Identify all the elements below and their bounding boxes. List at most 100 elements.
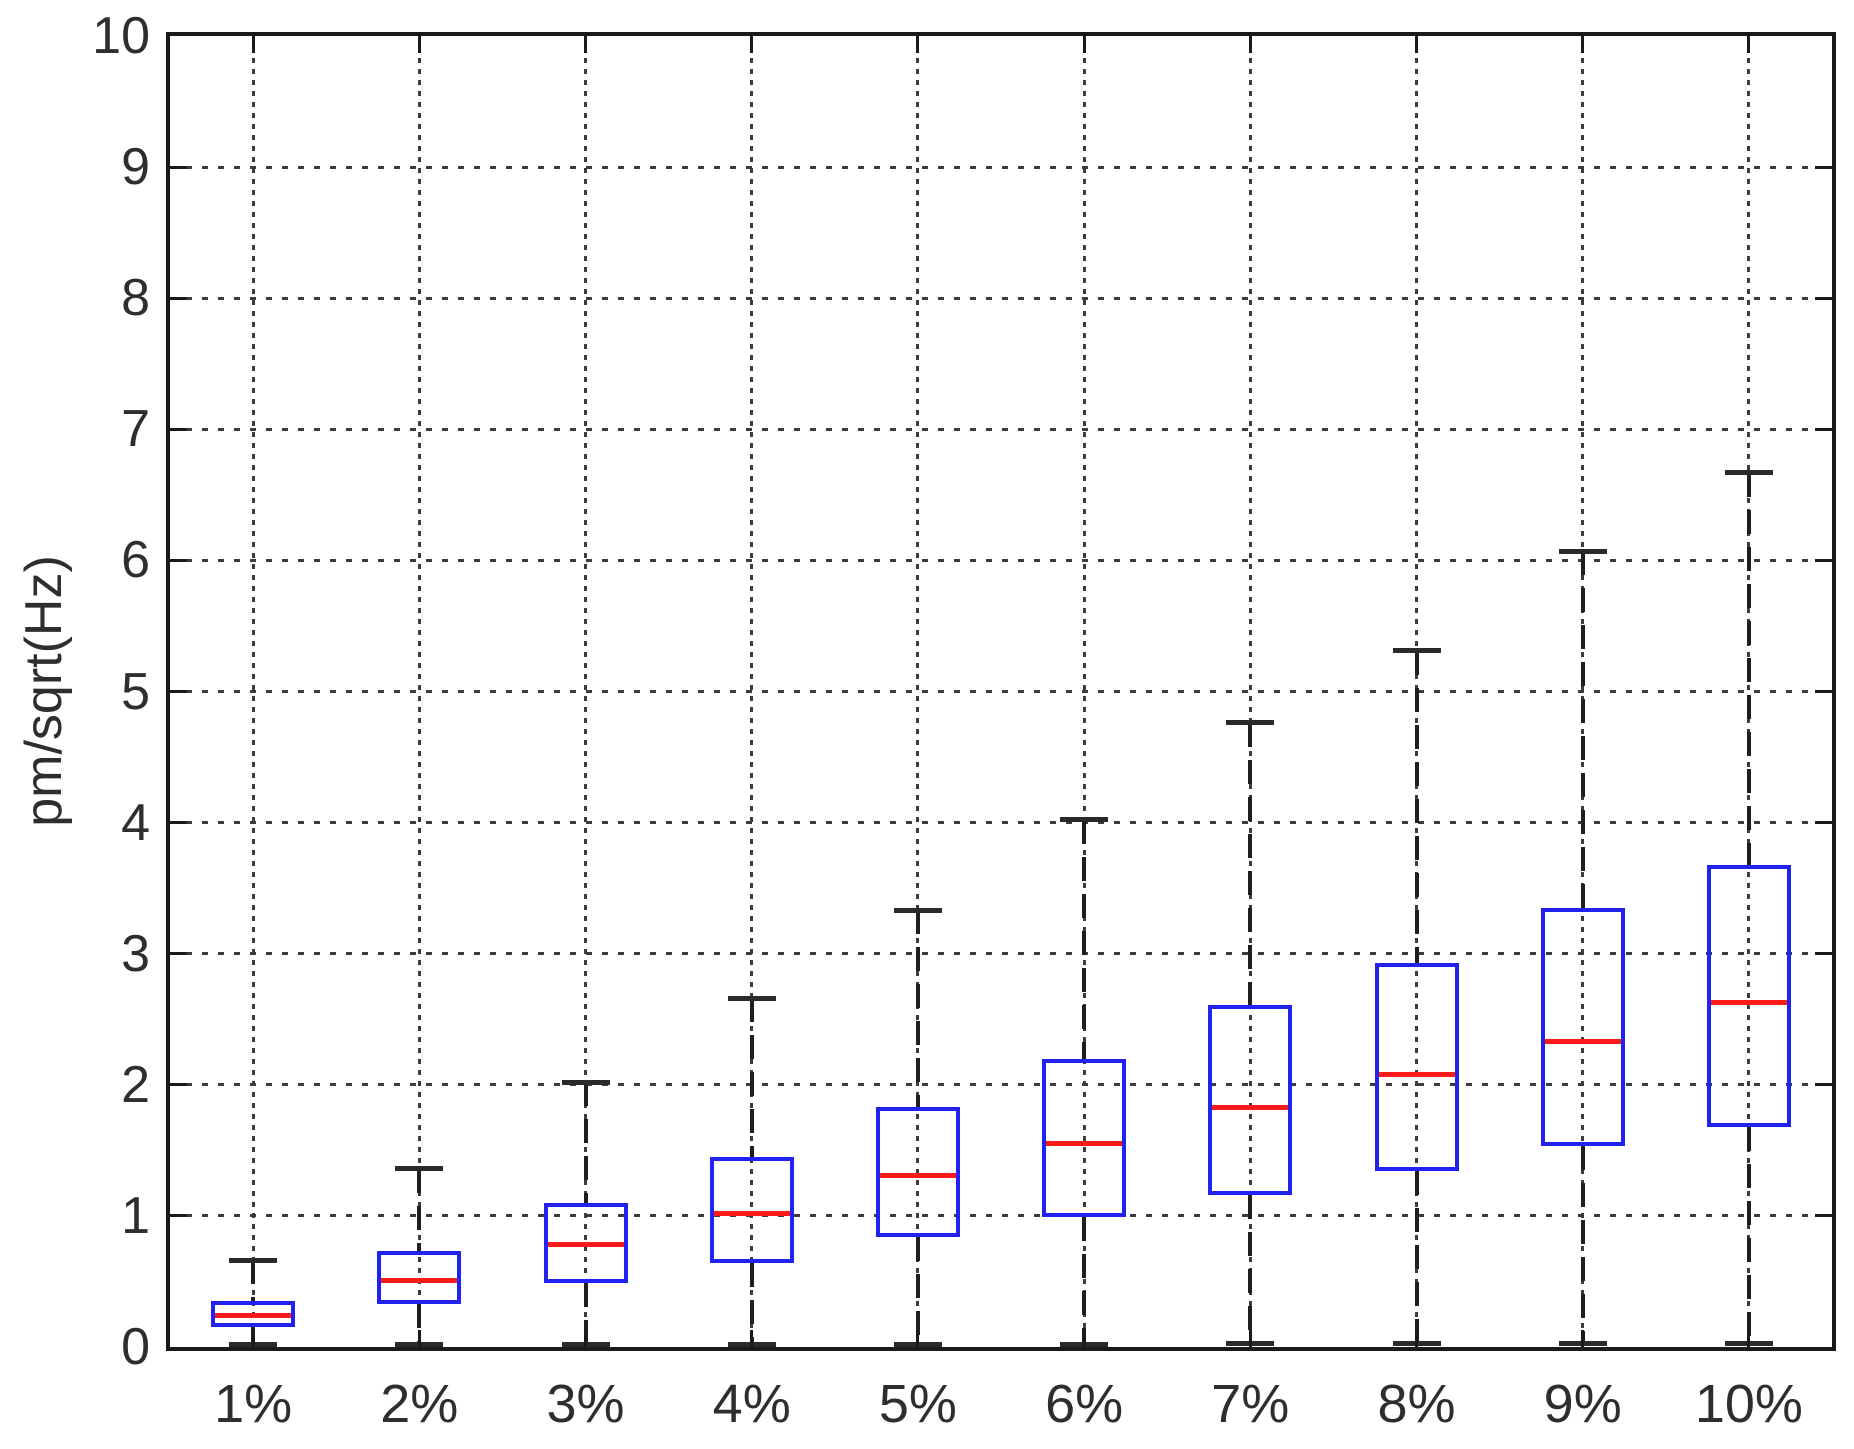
y-tick-left — [170, 296, 187, 300]
y-tick-left — [170, 821, 187, 825]
upper-whisker — [1082, 819, 1087, 1059]
y-tick-label: 7 — [121, 400, 150, 459]
x-tick-label: 4% — [712, 1374, 791, 1434]
x-tick-label: 8% — [1377, 1374, 1456, 1434]
x-tick-top — [251, 36, 255, 53]
x-tick-label: 9% — [1543, 1374, 1622, 1434]
median-line — [381, 1277, 458, 1283]
median-line — [1710, 999, 1787, 1005]
x-tick-top — [916, 36, 920, 53]
upper-whisker — [1414, 650, 1419, 963]
horizontal-gridline — [170, 296, 1832, 300]
upper-whisker — [1248, 722, 1253, 1005]
y-tick-left — [170, 1214, 187, 1218]
y-tick-label: 8 — [121, 269, 150, 328]
y-tick-right — [1815, 427, 1832, 431]
x-tick-bottom — [1082, 1330, 1086, 1347]
y-tick-right — [1815, 821, 1832, 825]
lower-whisker — [417, 1303, 422, 1345]
lower-whisker — [1248, 1194, 1253, 1344]
x-tick-top — [1581, 36, 1585, 53]
vertical-gridline — [1082, 36, 1086, 1347]
y-tick-left — [170, 165, 187, 169]
x-tick-bottom — [916, 1330, 920, 1347]
lower-whisker — [1746, 1126, 1751, 1344]
y-tick-label: 9 — [121, 138, 150, 197]
x-tick-label: 6% — [1045, 1374, 1124, 1434]
vertical-gridline — [750, 36, 754, 1347]
median-line — [215, 1313, 292, 1319]
y-tick-label: 2 — [121, 1055, 150, 1114]
x-tick-label: 10% — [1694, 1374, 1803, 1434]
lower-whisker — [583, 1282, 588, 1345]
median-line — [713, 1210, 790, 1216]
median-line — [1544, 1039, 1621, 1045]
median-line — [1378, 1071, 1455, 1077]
x-tick-label: 1% — [214, 1374, 293, 1434]
x-tick-bottom — [251, 1330, 255, 1347]
upper-whisker-cap — [893, 907, 942, 913]
median-line — [879, 1172, 956, 1178]
upper-whisker-cap — [229, 1257, 278, 1263]
x-tick-bottom — [417, 1330, 421, 1347]
x-tick-bottom — [1581, 1330, 1585, 1347]
x-tick-top — [584, 36, 587, 53]
median-line — [1046, 1141, 1123, 1147]
horizontal-gridline — [170, 1214, 1832, 1218]
upper-whisker — [915, 910, 920, 1108]
y-tick-label: 4 — [121, 793, 150, 852]
upper-whisker-cap — [1226, 720, 1275, 726]
upper-whisker-cap — [1724, 470, 1773, 476]
y-tick-label: 1 — [121, 1186, 150, 1245]
lower-whisker — [1580, 1146, 1585, 1344]
median-line — [1212, 1104, 1289, 1110]
y-tick-left — [170, 558, 187, 562]
vertical-gridline — [1248, 36, 1252, 1347]
iqr-box — [709, 1156, 794, 1264]
x-tick-top — [1747, 36, 1751, 53]
y-tick-right — [1815, 952, 1832, 956]
x-tick-bottom — [1248, 1330, 1252, 1347]
iqr-box — [1208, 1004, 1293, 1195]
lower-whisker — [915, 1236, 920, 1345]
x-tick-bottom — [1415, 1330, 1418, 1347]
upper-whisker — [1746, 472, 1751, 865]
x-tick-top — [1248, 36, 1252, 53]
x-tick-label: 2% — [380, 1374, 459, 1434]
iqr-box — [211, 1301, 296, 1328]
y-tick-right — [1815, 1083, 1832, 1087]
x-tick-bottom — [584, 1330, 587, 1347]
upper-whisker-cap — [727, 995, 776, 1001]
horizontal-gridline — [170, 427, 1832, 431]
vertical-gridline — [584, 36, 587, 1347]
upper-whisker-cap — [561, 1079, 610, 1085]
y-tick-left — [170, 690, 187, 693]
x-tick-top — [750, 36, 754, 53]
upper-whisker — [1580, 551, 1585, 908]
y-tick-right — [1815, 1214, 1832, 1218]
lower-whisker — [749, 1263, 754, 1345]
upper-whisker — [251, 1260, 256, 1302]
iqr-box — [1540, 907, 1625, 1147]
lower-whisker — [1414, 1171, 1419, 1344]
x-tick-bottom — [750, 1330, 754, 1347]
y-tick-label: 0 — [121, 1318, 150, 1376]
iqr-box — [1706, 864, 1791, 1127]
horizontal-gridline — [170, 952, 1832, 956]
horizontal-gridline — [170, 1083, 1832, 1087]
y-tick-label: 5 — [121, 662, 150, 721]
x-tick-label: 3% — [546, 1374, 625, 1434]
upper-whisker-cap — [1558, 548, 1607, 554]
iqr-box — [543, 1202, 628, 1283]
lower-whisker — [1082, 1217, 1087, 1345]
horizontal-gridline — [170, 690, 1832, 693]
median-line — [547, 1242, 624, 1248]
y-tick-label: 3 — [121, 924, 150, 983]
upper-whisker-cap — [1392, 648, 1441, 654]
plot-area — [166, 32, 1836, 1351]
y-tick-left — [170, 952, 187, 956]
x-tick-label: 7% — [1211, 1374, 1290, 1434]
y-tick-label: 6 — [121, 531, 150, 590]
horizontal-gridline — [170, 165, 1832, 169]
y-tick-right — [1815, 296, 1832, 300]
